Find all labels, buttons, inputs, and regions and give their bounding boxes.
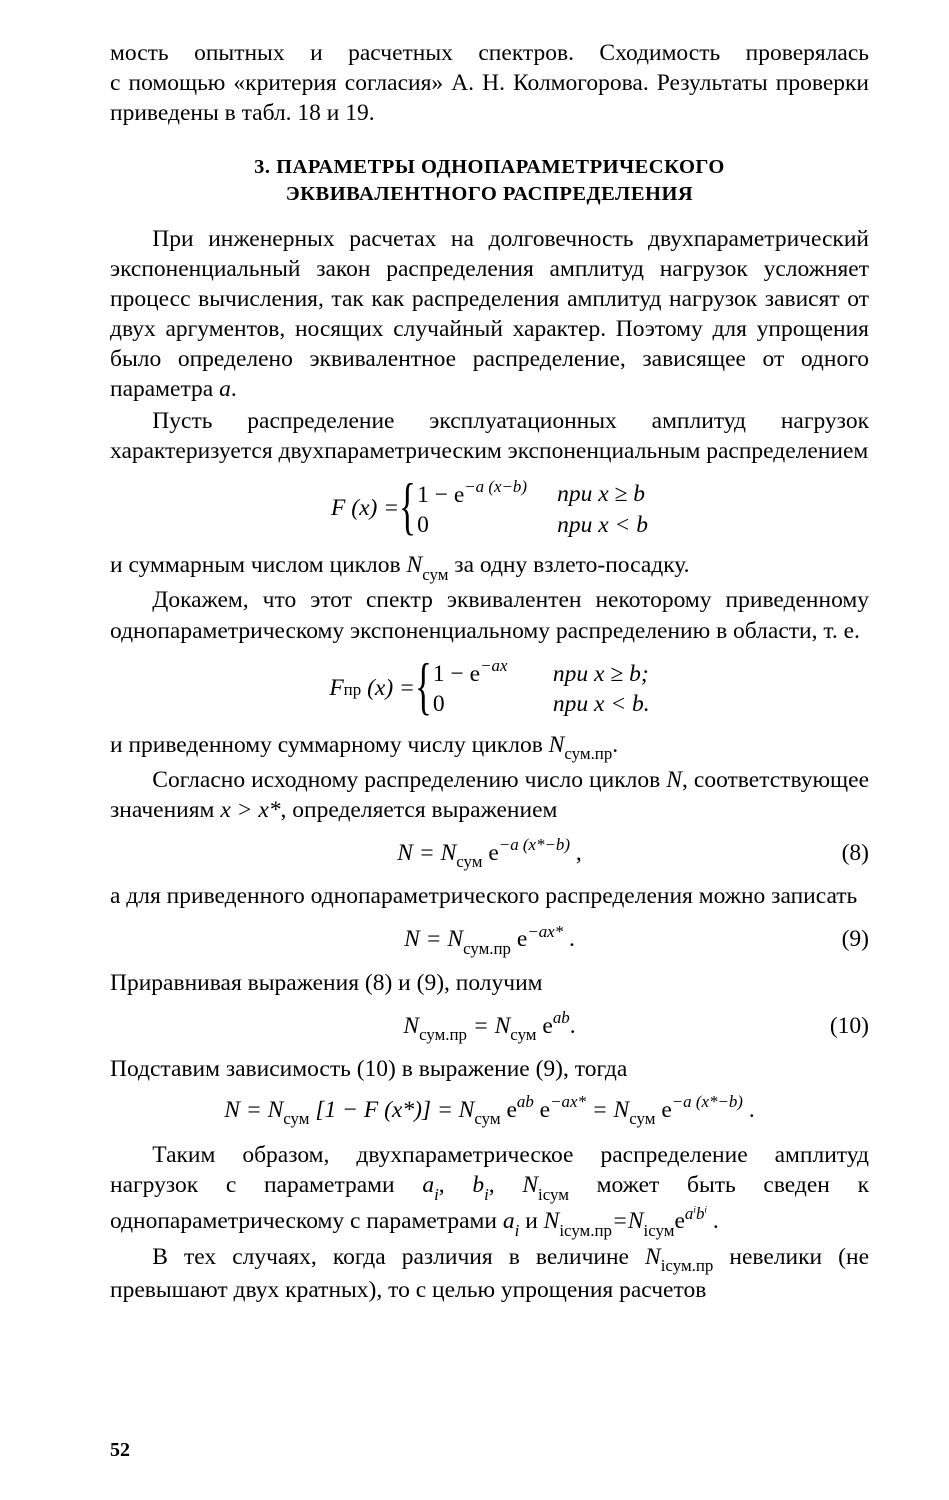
equation-10: Nсум.пр = Nсум eab. (10) [110,1008,869,1044]
equation-9: N = Nсум.пр e−ax* . (9) [110,921,869,957]
p3: и суммарным числом циклов Nсум за одну в… [110,550,869,583]
eq-number-8: (8) [842,838,869,868]
section-title-line2: ЭКВИВАЛЕНТНОГО РАСПРЕДЕЛЕНИЯ [286,183,693,205]
equation-F: F (x) = { 1 − e−a (x−b) при x ≥ b 0 при … [110,476,869,540]
p4: Докажем, что этот спектр эквивалентен не… [110,585,869,645]
p2: Пусть распределение эксплуатационных амп… [110,406,869,466]
eq-number-9: (9) [842,924,869,954]
p6: Согласно исходному распределению число ц… [110,765,869,825]
equation-derivation: N = Nсум [1 − F (x*)] = Nсум eab e−ax* =… [110,1092,869,1128]
page: мость опытных и расчетных спектров. Сход… [0,0,949,1500]
p11: В тех случаях, когда различия в величине… [110,1242,869,1305]
section-title-line1: 3. ПАРАМЕТРЫ ОДНОПАРАМЕТРИЧЕСКОГО [254,156,725,178]
page-number: 52 [110,1438,130,1464]
p10: Таким образом, двухпараметрическое распр… [110,1140,869,1240]
intro-paragraph: мость опытных и расчетных спектров. Сход… [110,38,869,128]
p8: Приравнивая выражения (8) и (9), получим [110,968,869,998]
p7: а для приведенного однопараметрического … [110,881,869,911]
section-title: 3. ПАРАМЕТРЫ ОДНОПАРАМЕТРИЧЕСКОГО ЭКВИВА… [150,154,829,207]
p1: При инженерных расчетах на долговечность… [110,224,869,404]
symbol-a: a [219,376,231,402]
equation-Fpr: Fпр (x) = { 1 − e−ax при x ≥ b; 0 при x … [110,656,869,720]
equation-8: N = Nсум e−a (x*−b) , (8) [110,835,869,871]
eq-number-10: (10) [830,1011,869,1041]
p9: Подставим зависимость (10) в выражение (… [110,1054,869,1084]
p5: и приведенному суммарному числу циклов N… [110,730,869,763]
